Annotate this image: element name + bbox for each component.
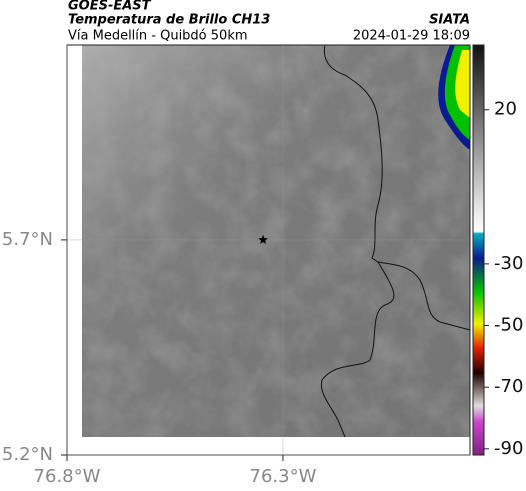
- subtitle: Temperatura de Brillo CH13: [68, 13, 270, 28]
- map-frame: [66, 44, 471, 456]
- x-tick-label: 76.8°W: [34, 466, 101, 487]
- colorbar-tick-label: -30: [494, 253, 523, 274]
- satellite-image: [82, 45, 470, 438]
- colorbar-tick-label: -90: [494, 438, 523, 459]
- y-tick-label: 5.2°N: [2, 444, 53, 465]
- region: Vía Medellín - Quibdó 50km: [68, 29, 248, 44]
- colorbar: [472, 44, 485, 456]
- x-tick-label: 76.3°W: [250, 466, 317, 487]
- colorbar-tick-label: -50: [494, 315, 523, 336]
- title: GOES-EAST: [68, 0, 152, 14]
- y-tick-label: 5.7°N: [2, 229, 53, 250]
- location-marker: [258, 234, 268, 244]
- colorbar-tick-label: 20: [494, 99, 517, 120]
- datetime: 2024-01-29 18:09: [353, 29, 470, 44]
- source: SIATA: [429, 13, 470, 28]
- colorbar-tick-label: -70: [494, 376, 523, 397]
